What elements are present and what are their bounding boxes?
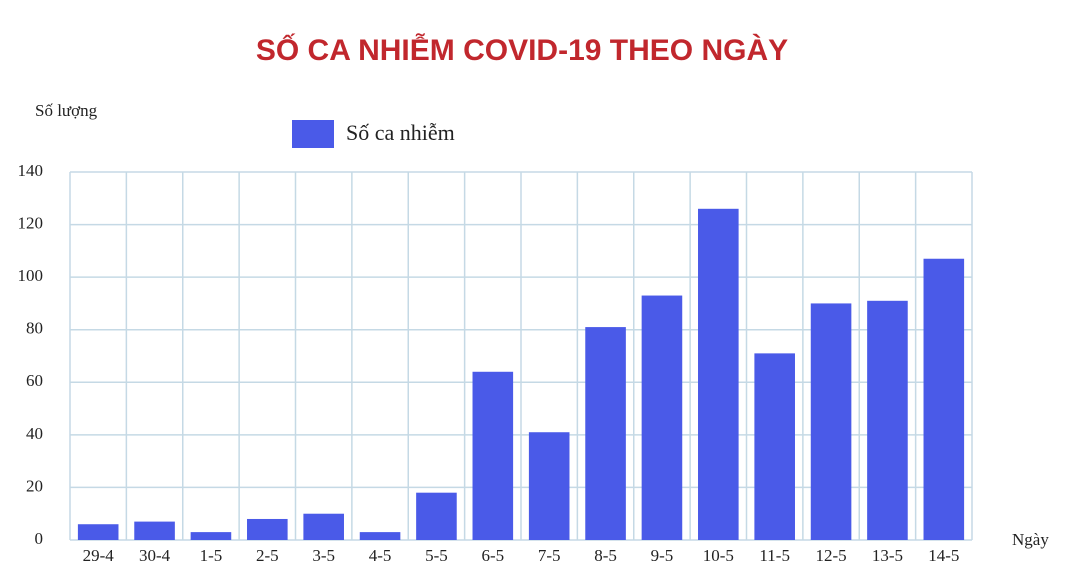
y-tick-label: 20 xyxy=(26,476,43,495)
x-tick-label: 4-5 xyxy=(369,546,392,565)
chart-title: SỐ CA NHIỄM COVID-19 THEO NGÀY xyxy=(256,33,788,67)
x-tick-label: 7-5 xyxy=(538,546,561,565)
x-tick-label: 10-5 xyxy=(703,546,734,565)
x-tick-label: 2-5 xyxy=(256,546,279,565)
bar xyxy=(810,303,852,540)
x-tick-label: 12-5 xyxy=(815,546,846,565)
bar xyxy=(416,492,457,540)
y-tick-label: 60 xyxy=(26,371,43,390)
y-tick-label: 0 xyxy=(35,529,44,548)
x-tick-label: 29-4 xyxy=(83,546,115,565)
bar xyxy=(867,300,908,540)
x-tick-label: 6-5 xyxy=(481,546,504,565)
bar xyxy=(77,524,119,540)
legend-label: Số ca nhiễm xyxy=(346,120,455,145)
y-tick-label: 100 xyxy=(18,266,44,285)
bar xyxy=(190,532,232,540)
x-tick-label: 9-5 xyxy=(651,546,674,565)
y-tick-label: 80 xyxy=(26,319,43,338)
bar xyxy=(528,432,570,540)
bar xyxy=(698,208,739,541)
y-tick-label: 120 xyxy=(18,213,44,232)
x-tick-label: 13-5 xyxy=(872,546,903,565)
x-tick-label: 30-4 xyxy=(139,546,171,565)
x-axis-label: Ngày xyxy=(1012,530,1049,549)
y-axis-label: Số lượng xyxy=(35,101,98,120)
bar xyxy=(247,518,288,540)
x-tick-label: 1-5 xyxy=(200,546,223,565)
x-tick-label: 5-5 xyxy=(425,546,448,565)
bar xyxy=(585,327,626,540)
bar xyxy=(134,521,175,540)
bar xyxy=(923,258,965,540)
bar xyxy=(754,353,795,540)
y-tick-label: 140 xyxy=(18,161,44,180)
bar xyxy=(641,295,683,540)
bar xyxy=(303,513,344,540)
bar xyxy=(472,371,514,540)
x-tick-label: 8-5 xyxy=(594,546,617,565)
x-tick-label: 11-5 xyxy=(759,546,790,565)
x-tick-label: 3-5 xyxy=(312,546,335,565)
x-tick-label: 14-5 xyxy=(928,546,959,565)
bar xyxy=(359,532,401,540)
y-tick-label: 40 xyxy=(26,424,43,443)
legend-swatch xyxy=(292,120,334,148)
